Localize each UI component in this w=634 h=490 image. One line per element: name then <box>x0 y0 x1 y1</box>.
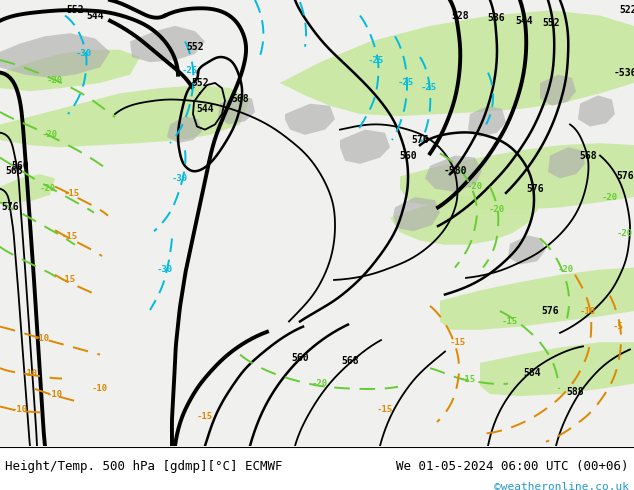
Text: -10: -10 <box>12 405 28 414</box>
Text: -15: -15 <box>377 405 393 414</box>
Text: -15: -15 <box>197 413 213 421</box>
Text: -25: -25 <box>421 83 437 92</box>
Text: -15: -15 <box>64 190 80 198</box>
Polygon shape <box>218 96 255 124</box>
Text: 544: 544 <box>515 16 533 26</box>
Text: ©weatheronline.co.uk: ©weatheronline.co.uk <box>494 482 629 490</box>
Text: 568: 568 <box>341 356 359 366</box>
Text: -10: -10 <box>34 334 50 343</box>
Text: 552: 552 <box>186 42 204 51</box>
Text: -15: -15 <box>460 375 476 384</box>
Text: -20: -20 <box>617 229 633 238</box>
Text: 568: 568 <box>5 166 23 176</box>
Polygon shape <box>578 96 615 126</box>
Text: -20: -20 <box>47 76 63 85</box>
Polygon shape <box>480 342 634 396</box>
Text: -15: -15 <box>62 232 78 241</box>
Polygon shape <box>400 143 634 209</box>
Polygon shape <box>280 10 634 116</box>
Polygon shape <box>468 106 506 137</box>
Text: -20: -20 <box>40 184 56 193</box>
Polygon shape <box>167 116 202 143</box>
Text: -10: -10 <box>22 369 38 378</box>
Text: 568: 568 <box>579 150 597 161</box>
Text: -580: -580 <box>443 166 467 176</box>
Text: 544: 544 <box>196 104 214 114</box>
Text: 576: 576 <box>411 135 429 145</box>
Text: -20: -20 <box>467 182 483 191</box>
Text: 560: 560 <box>11 161 29 171</box>
Text: 536: 536 <box>487 13 505 23</box>
Text: Height/Temp. 500 hPa [gdmp][°C] ECMWF: Height/Temp. 500 hPa [gdmp][°C] ECMWF <box>5 460 283 473</box>
Text: 528: 528 <box>451 11 469 21</box>
Text: -20: -20 <box>602 193 618 201</box>
Text: -20: -20 <box>558 265 574 274</box>
Text: -20: -20 <box>42 130 58 139</box>
Polygon shape <box>130 26 205 62</box>
Text: -10: -10 <box>580 307 596 316</box>
Text: -25: -25 <box>182 66 198 75</box>
Text: -30: -30 <box>157 265 173 274</box>
Polygon shape <box>508 235 545 265</box>
Text: -30: -30 <box>172 174 188 183</box>
Text: -15: -15 <box>60 275 76 285</box>
Polygon shape <box>285 104 335 135</box>
Polygon shape <box>340 130 390 164</box>
Text: -25: -25 <box>368 56 384 65</box>
Polygon shape <box>0 85 250 147</box>
Text: 552: 552 <box>191 78 209 88</box>
Text: -25: -25 <box>398 78 414 87</box>
Polygon shape <box>390 189 540 245</box>
Text: -10: -10 <box>47 390 63 398</box>
Polygon shape <box>425 155 482 192</box>
Text: -15: -15 <box>502 317 518 326</box>
Text: 576: 576 <box>1 202 19 212</box>
Text: 552: 552 <box>542 18 560 28</box>
Text: 552: 552 <box>66 5 84 15</box>
Text: -536: -536 <box>613 68 634 77</box>
Text: 576: 576 <box>526 184 544 194</box>
Text: We 01-05-2024 06:00 UTC (00+06): We 01-05-2024 06:00 UTC (00+06) <box>396 460 629 473</box>
Text: 544: 544 <box>86 11 104 21</box>
Polygon shape <box>0 50 140 91</box>
Polygon shape <box>0 33 110 78</box>
Polygon shape <box>393 197 440 231</box>
Text: -20: -20 <box>489 205 505 214</box>
Text: 576: 576 <box>616 172 634 181</box>
Text: 568: 568 <box>231 94 249 103</box>
Text: 584: 584 <box>523 368 541 378</box>
Text: -10: -10 <box>92 384 108 393</box>
Text: -20: -20 <box>312 379 328 388</box>
Text: -5: -5 <box>612 322 623 331</box>
Text: -15: -15 <box>450 338 466 347</box>
Text: -30: -30 <box>76 49 92 58</box>
Text: 560: 560 <box>291 353 309 363</box>
Polygon shape <box>0 174 55 203</box>
Text: 588: 588 <box>566 387 584 397</box>
Text: 522: 522 <box>619 5 634 15</box>
Text: 576: 576 <box>541 306 559 316</box>
Polygon shape <box>548 147 585 178</box>
Polygon shape <box>440 268 634 330</box>
Text: 560: 560 <box>399 150 417 161</box>
Polygon shape <box>540 74 576 106</box>
